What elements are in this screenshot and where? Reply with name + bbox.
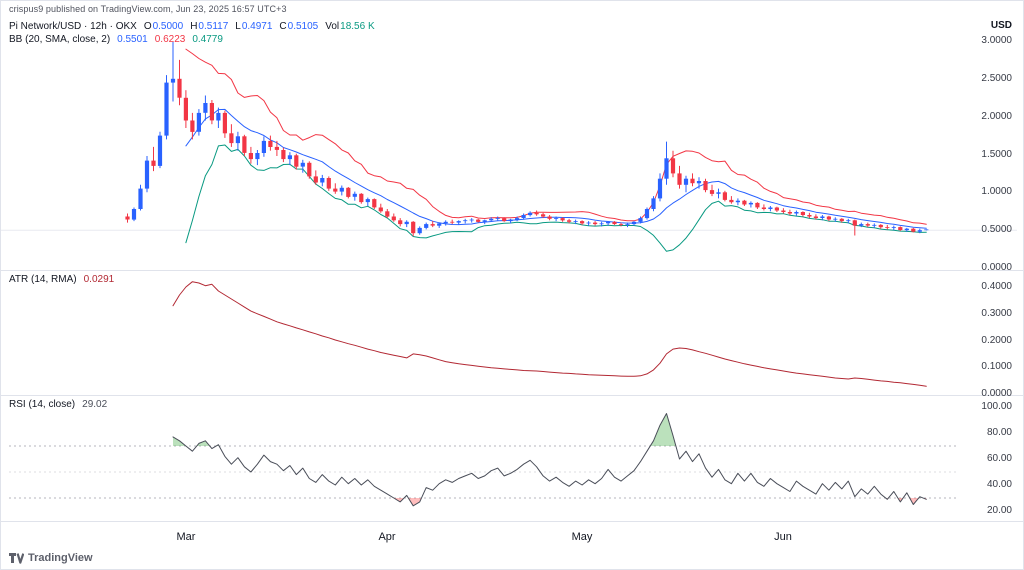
y-axis-tick: 1.5000: [981, 149, 1012, 160]
symbol-legend[interactable]: Pi Network/USD · 12h · OKX O 0.5000 H 0.51…: [9, 21, 375, 32]
ohlc-high-value: 0.5117: [198, 21, 229, 32]
y-axis-tick: 2.0000: [981, 111, 1012, 122]
bollinger-title: BB (20, SMA, close, 2): [9, 34, 111, 45]
tradingview-watermark[interactable]: TradingView: [9, 550, 93, 566]
rsi-line-chart[interactable]: [1, 396, 1023, 522]
rsi-legend[interactable]: RSI (14, close) 29.02: [9, 399, 107, 410]
ohlc-open-label: O: [143, 21, 152, 32]
rsi-value: 29.02: [82, 399, 108, 410]
rsi-pane[interactable]: RSI (14, close) 29.02 100.00 80.00 60.00 40…: [1, 396, 1023, 522]
ohlc-close-value: 0.5105: [287, 21, 319, 32]
y-axis-tick: 0.0000: [981, 388, 1012, 399]
y-axis-tick: 100.00: [981, 401, 1012, 412]
bollinger-lower-value: 0.4779: [192, 34, 223, 45]
y-axis-tick: 0.3000: [981, 308, 1012, 319]
ohlc-open-value: 0.5000: [152, 21, 184, 32]
price-pane[interactable]: Pi Network/USD · 12h · OKX O 0.5000 H 0.51…: [1, 17, 1023, 273]
y-axis-tick: 40.00: [986, 479, 1012, 490]
y-axis-tick: 0.2000: [981, 335, 1012, 346]
y-axis-tick: 1.0000: [981, 186, 1012, 197]
attribution-text: crispus9 published on TradingView.com, J…: [9, 4, 287, 14]
ohlc-high-label: H: [190, 21, 198, 32]
atr-pane[interactable]: ATR (14, RMA) 0.0291 0.4000 0.3000 0.2000 0…: [1, 271, 1023, 399]
y-axis-tick: 0.4000: [981, 281, 1012, 292]
atr-title: ATR (14, RMA): [9, 274, 77, 285]
atr-legend[interactable]: ATR (14, RMA) 0.0291: [9, 274, 114, 285]
y-axis-tick: 0.1000: [981, 361, 1012, 372]
x-axis-month-mar: Mar: [176, 531, 196, 543]
y-axis-tick: 3.0000: [981, 35, 1012, 46]
atr-value: 0.0291: [83, 274, 115, 285]
ohlc-low-label: L: [235, 21, 241, 32]
y-axis-tick: 0.5000: [981, 224, 1012, 235]
ohlc-close-label: C: [279, 21, 287, 32]
x-axis-month-may: May: [571, 531, 593, 543]
currency-label: USD: [990, 20, 1012, 31]
tradingview-brand-text: TradingView: [28, 552, 93, 564]
y-axis-tick: 80.00: [986, 427, 1012, 438]
rsi-title: RSI (14, close): [9, 399, 76, 410]
ohlc-low-value: 0.4971: [241, 21, 273, 32]
bollinger-upper-value: 0.6223: [154, 34, 186, 45]
y-axis-tick: 20.00: [986, 505, 1012, 516]
x-axis-month-apr: Apr: [378, 531, 396, 543]
time-axis[interactable]: Mar Apr May Jun: [1, 522, 1023, 548]
candlestick-chart[interactable]: [1, 17, 1023, 271]
y-axis-tick: 0.0000: [981, 262, 1012, 273]
atr-line-chart[interactable]: [1, 271, 1023, 396]
symbol-title: Pi Network/USD · 12h · OKX: [9, 21, 137, 32]
y-axis-tick: 2.5000: [981, 73, 1012, 84]
x-axis-month-jun: Jun: [774, 531, 792, 543]
bollinger-basis-value: 0.5501: [117, 34, 148, 45]
tradingview-logo-icon: [9, 553, 24, 564]
bollinger-legend[interactable]: BB (20, SMA, close, 2) 0.5501 0.6223 0.4…: [9, 34, 223, 45]
volume-value: 18.56 K: [340, 21, 375, 32]
volume-label: Vol: [325, 21, 340, 32]
y-axis-tick: 60.00: [986, 453, 1012, 464]
